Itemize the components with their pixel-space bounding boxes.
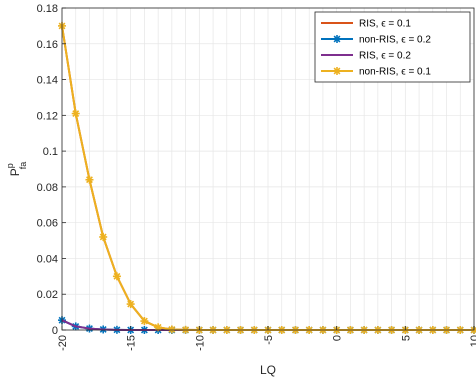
x-tick-label-group: -10 bbox=[194, 335, 206, 351]
x-tick-label-group: -15 bbox=[126, 335, 138, 351]
y-tick-label: 0.14 bbox=[37, 75, 58, 87]
y-tick-label: 0.1 bbox=[43, 146, 58, 158]
y-axis-label-sup: p bbox=[5, 163, 15, 168]
y-tick-label: 0.02 bbox=[37, 289, 58, 301]
data-point bbox=[112, 272, 121, 281]
data-point bbox=[126, 300, 135, 309]
legend-label: RIS, ϵ = 0.2 bbox=[359, 51, 411, 62]
legend-marker bbox=[333, 35, 341, 43]
y-axis-label-main: P bbox=[8, 168, 22, 176]
x-tick-label: 0 bbox=[332, 335, 344, 341]
x-tick-label: 10 bbox=[469, 335, 476, 347]
legend-label: non-RIS, ϵ = 0.2 bbox=[359, 35, 431, 46]
data-point bbox=[99, 232, 108, 241]
data-point bbox=[167, 325, 176, 334]
legend-item: RIS, ϵ = 0.2 bbox=[321, 51, 411, 62]
x-tick-label-group: 10 bbox=[469, 335, 476, 347]
legend-label: RIS, ϵ = 0.1 bbox=[359, 19, 411, 30]
x-tick-label: -20 bbox=[57, 335, 69, 351]
y-tick-label: 0.06 bbox=[37, 218, 58, 230]
y-tick-label: 0.12 bbox=[37, 110, 58, 122]
legend-item: non-RIS, ϵ = 0.2 bbox=[321, 35, 431, 46]
y-tick-label: 0 bbox=[52, 325, 58, 337]
data-point bbox=[85, 175, 94, 184]
x-axis-label: LQ bbox=[260, 363, 276, 377]
x-tick-label: -15 bbox=[126, 335, 138, 351]
y-axis-label: Pp fa bbox=[5, 162, 28, 177]
legend-marker bbox=[333, 67, 341, 75]
y-tick-label: 0.04 bbox=[37, 253, 58, 265]
legend: RIS, ϵ = 0.1 non-RIS, ϵ = 0.2 RIS, ϵ = 0.2… bbox=[314, 11, 471, 83]
y-axis-label-sub: fa bbox=[18, 162, 28, 170]
y-tick-label: 0.08 bbox=[37, 182, 58, 194]
x-tick-label-group: 5 bbox=[400, 335, 412, 341]
y-tick-label: 0.16 bbox=[37, 39, 58, 51]
y-tick-label: 0.18 bbox=[37, 3, 58, 15]
y-axis-ticks: 0 0.02 0.04 0.06 0.08 0.1 0.12 0.14 0.16 0.18 bbox=[37, 3, 66, 337]
x-tick-label-group: -20 bbox=[57, 335, 69, 351]
x-tick-label-group: -5 bbox=[263, 335, 275, 345]
x-tick-label: -10 bbox=[194, 335, 206, 351]
legend-label: non-RIS, ϵ = 0.1 bbox=[359, 67, 431, 78]
x-tick-label: -5 bbox=[263, 335, 275, 345]
grid bbox=[61, 7, 475, 331]
x-axis-ticks: -20 -15 -10 -5 0 5 10 bbox=[57, 326, 476, 351]
data-point bbox=[71, 109, 80, 118]
legend-item: RIS, ϵ = 0.1 bbox=[321, 19, 411, 30]
x-tick-label: 5 bbox=[400, 335, 412, 341]
x-tick-label-group: 0 bbox=[332, 335, 344, 341]
legend-item: non-RIS, ϵ = 0.1 bbox=[321, 67, 431, 78]
data-point bbox=[140, 317, 149, 326]
